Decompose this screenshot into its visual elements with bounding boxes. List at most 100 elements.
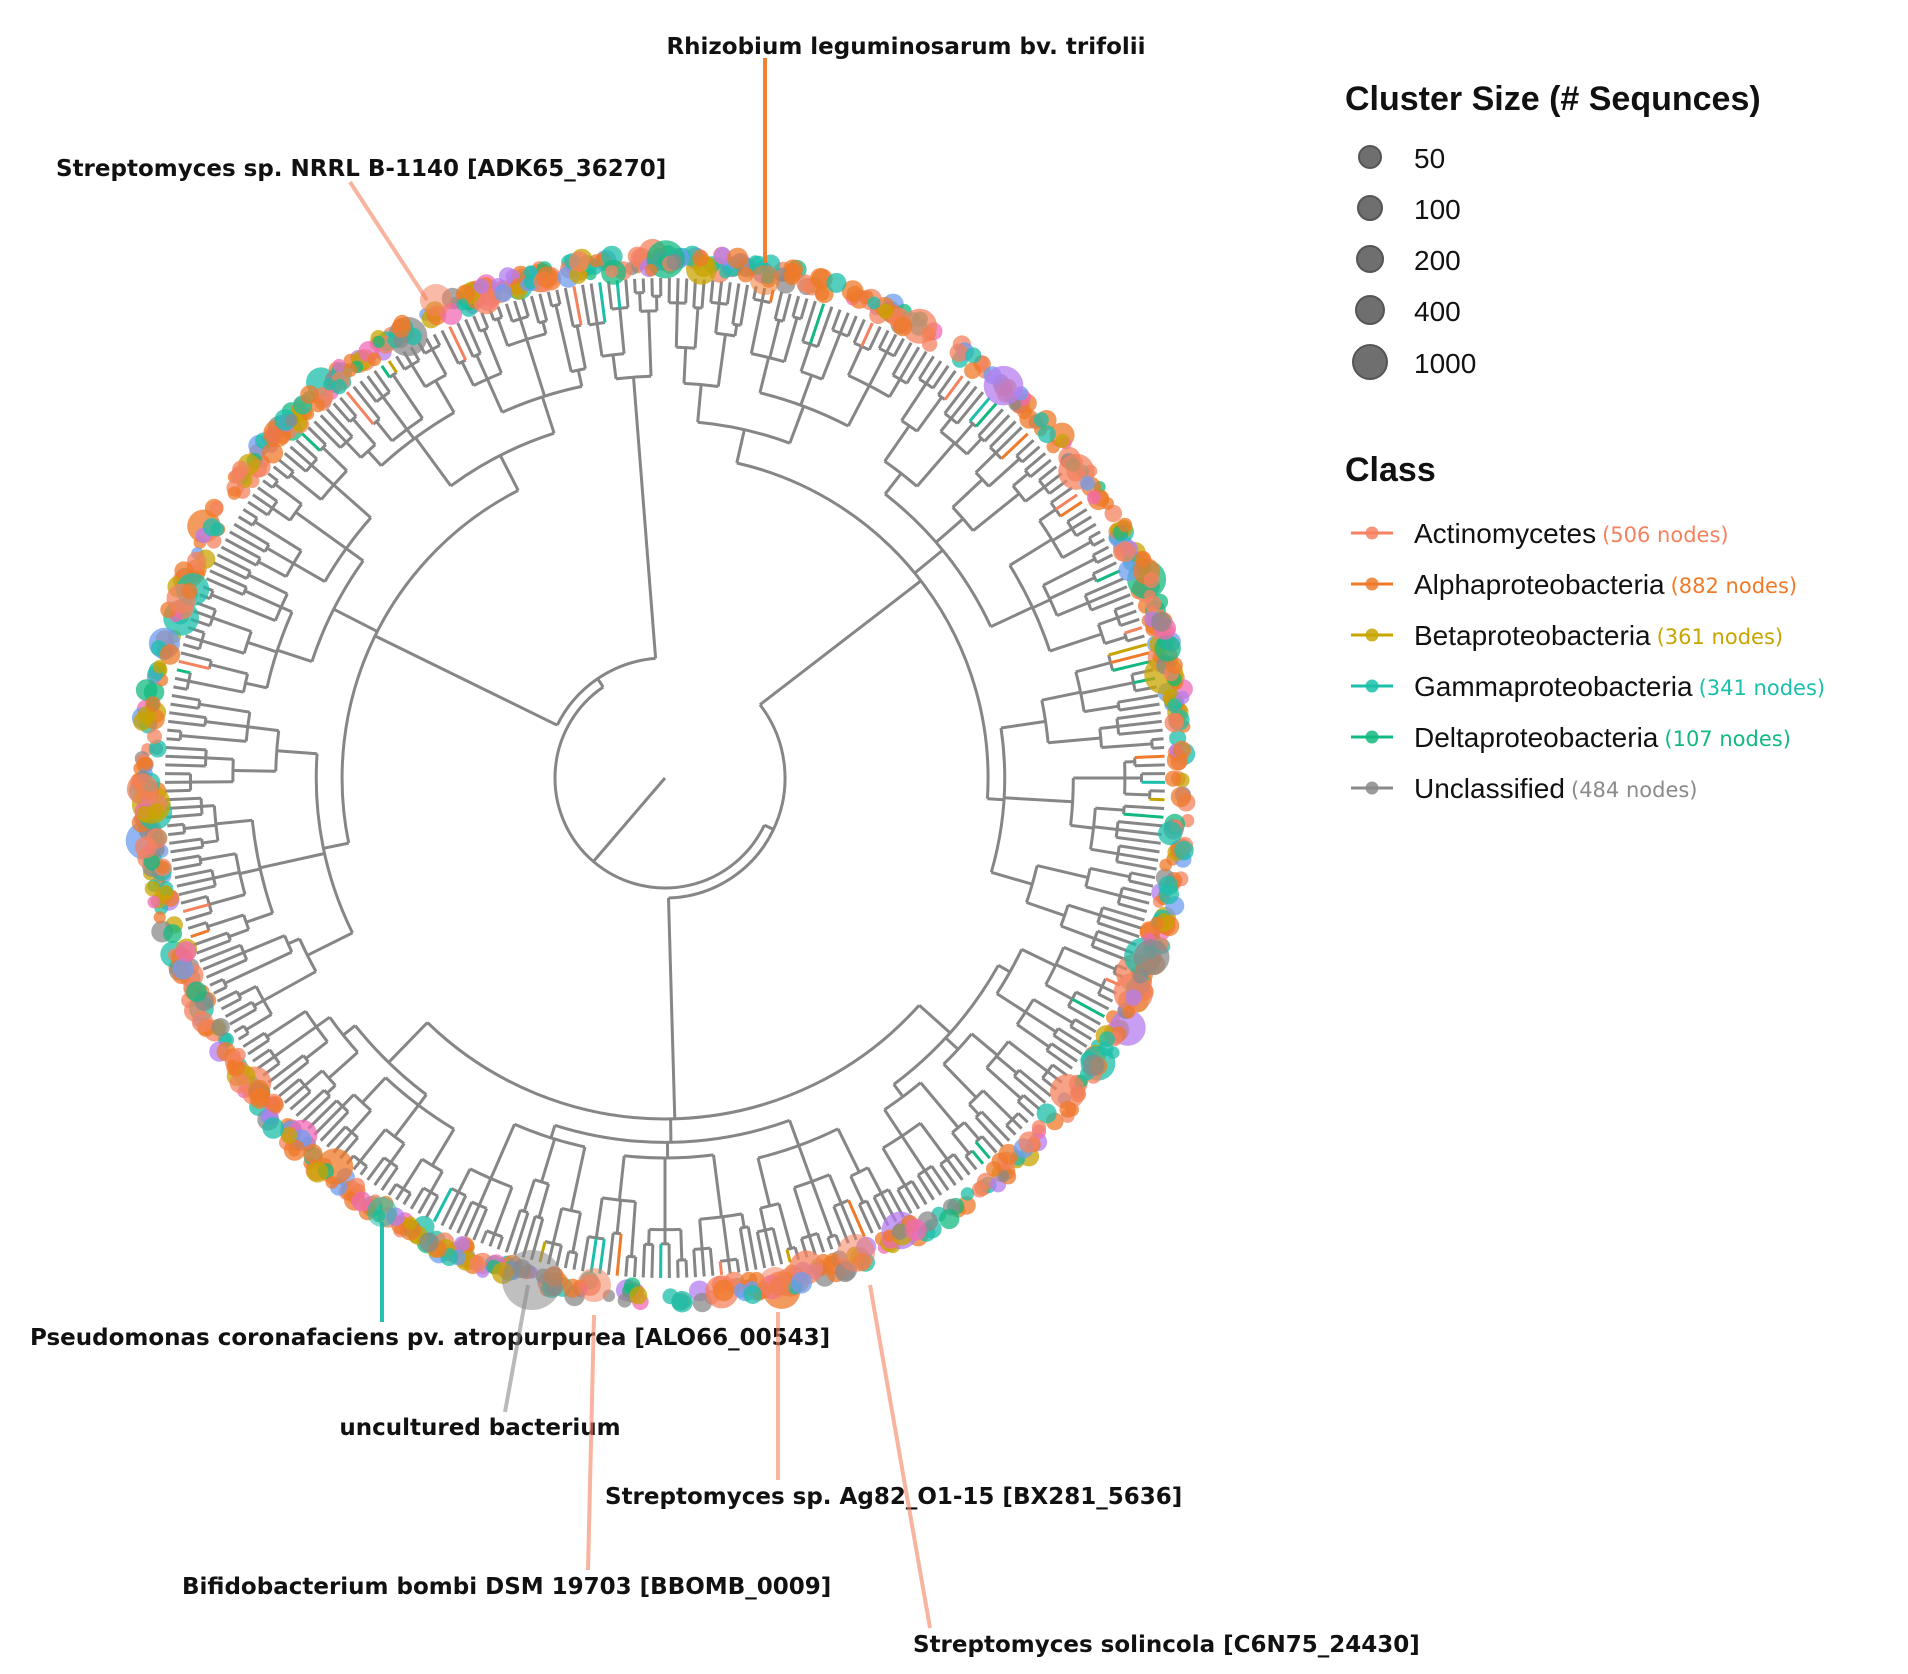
tree-branch-edge xyxy=(287,937,301,946)
tree-tip-node xyxy=(325,1176,339,1189)
tree-branch-edge xyxy=(525,338,547,397)
tree-branch-edge xyxy=(768,319,781,359)
tree-branch-edge xyxy=(828,1174,843,1204)
tree-branch-edge xyxy=(1090,847,1119,856)
tree-tip-node xyxy=(846,285,863,302)
tree-branch-edge xyxy=(589,1237,598,1273)
tree-branch-arc xyxy=(426,1004,921,1121)
tree-branch-edge xyxy=(676,1260,680,1278)
tree-tip-node xyxy=(1134,550,1152,568)
tree-branch-edge xyxy=(905,350,928,385)
tree-branch-edge xyxy=(638,292,642,312)
tree-branch-edge xyxy=(684,278,689,304)
tree-branch-edge xyxy=(756,1157,772,1207)
tree-branch-edge xyxy=(990,605,1034,629)
legend-size-label: 200 xyxy=(1414,245,1461,276)
tree-branch-edge xyxy=(216,553,252,573)
tree-branch-edge xyxy=(684,1259,689,1278)
tree-branch-edge xyxy=(555,1245,563,1267)
tree-tip-node xyxy=(285,413,299,427)
tree-branch-edge xyxy=(262,970,317,1002)
tree-branch-edge xyxy=(310,463,335,487)
tree-branch-edge xyxy=(276,648,313,664)
tree-branch-edge xyxy=(233,1024,245,1034)
tree-branch-edge xyxy=(581,284,591,326)
tree-branch-edge xyxy=(245,1013,273,1031)
tree-tip-node xyxy=(191,1011,214,1033)
tree-branch-edge xyxy=(1015,439,1035,457)
tree-branch-edge xyxy=(405,428,416,440)
tree-branch-edge xyxy=(375,420,394,442)
tree-branch-edge xyxy=(598,1238,606,1274)
tree-branch-edge xyxy=(917,355,935,380)
tree-branch-edge xyxy=(930,1165,950,1191)
tree-branch-edge xyxy=(1049,576,1096,600)
tree-branch-edge xyxy=(949,385,978,420)
tree-branch-arc xyxy=(554,1118,791,1144)
tree-branch-edge xyxy=(359,1165,369,1176)
tree-branch-arc xyxy=(250,820,275,914)
tree-branch-edge xyxy=(522,1179,536,1212)
tree-tip-node xyxy=(666,254,683,271)
callout-streptomyces-nrrl: Streptomyces sp. NRRL B-1140 [ADK65_3627… xyxy=(56,156,666,302)
tree-branch-edge xyxy=(849,1175,865,1204)
tree-branch-arc xyxy=(380,411,455,467)
tree-branch-edge xyxy=(366,375,385,398)
tree-branch-edge xyxy=(208,893,246,906)
tree-branch-edge xyxy=(881,1147,907,1187)
tree-branch-edge xyxy=(674,302,679,348)
tree-branch-edge xyxy=(974,451,997,474)
tree-branch-edge xyxy=(788,1119,801,1147)
tree-branch-edge xyxy=(1051,1063,1068,1077)
tree-branch-edge xyxy=(799,343,812,372)
tree-branch-edge xyxy=(381,395,409,431)
tree-branch-edge xyxy=(799,374,814,406)
tree-branch-edge xyxy=(440,1191,460,1227)
tree-branch-edge xyxy=(1018,1068,1052,1098)
tree-tip-node xyxy=(1170,786,1192,808)
tree-branch-edge xyxy=(1038,465,1058,482)
tree-branch-edge xyxy=(972,492,1021,532)
callout-line-bifidobacterium xyxy=(586,1314,596,1571)
tree-branch-edge xyxy=(409,1187,425,1210)
tree-branch-edge xyxy=(647,311,653,377)
tree-branch-edge xyxy=(361,1076,387,1104)
tree-branch-edge xyxy=(205,577,244,596)
tree-branch-edge xyxy=(974,402,998,428)
tree-branch-edge xyxy=(168,831,185,837)
tree-tip-node xyxy=(136,805,154,823)
tree-branch-edge xyxy=(359,380,378,403)
tree-branch-edge xyxy=(373,1161,392,1186)
tree-branch-edge xyxy=(430,1128,456,1167)
tree-branch-arc xyxy=(736,461,990,799)
tree-tip-node xyxy=(144,880,161,897)
tree-tip-node xyxy=(145,696,161,712)
tree-branch-edge xyxy=(237,515,254,527)
tree-branch-edge xyxy=(838,312,850,334)
tree-branch-edge xyxy=(166,737,181,742)
tree-branch-edge xyxy=(202,951,245,971)
tree-branch-edge xyxy=(1009,538,1053,567)
tree-branch-edge xyxy=(168,719,206,728)
tree-branch-edge xyxy=(1063,945,1117,971)
tree-branch-edge xyxy=(712,1154,723,1218)
callout-node-streptomyces-nrrl xyxy=(420,284,452,316)
tree-branch-edge xyxy=(1041,690,1081,702)
tree-branch-edge xyxy=(749,300,764,354)
tree-branch-edge xyxy=(387,1183,398,1196)
tree-branch-edge xyxy=(482,329,503,374)
tree-branch-edge xyxy=(785,1249,792,1263)
tree-branch-edge xyxy=(272,465,290,480)
tree-branch-edge xyxy=(569,1146,587,1211)
tree-branch-edge xyxy=(245,681,268,690)
tree-branch-edge xyxy=(273,1025,318,1058)
tree-branch-edge xyxy=(987,797,1005,802)
tree-branch-edge xyxy=(1029,458,1052,478)
tree-branch-edge xyxy=(193,931,229,947)
tree-branch-edge xyxy=(799,298,809,320)
legend-size-label: 400 xyxy=(1414,296,1461,327)
tree-branch-edge xyxy=(166,812,203,819)
legend-size-circle xyxy=(1355,295,1385,325)
callout-label-pseudomonas: Pseudomonas coronafaciens pv. atropurpur… xyxy=(30,1325,830,1351)
tree-branch-edge xyxy=(333,607,378,633)
